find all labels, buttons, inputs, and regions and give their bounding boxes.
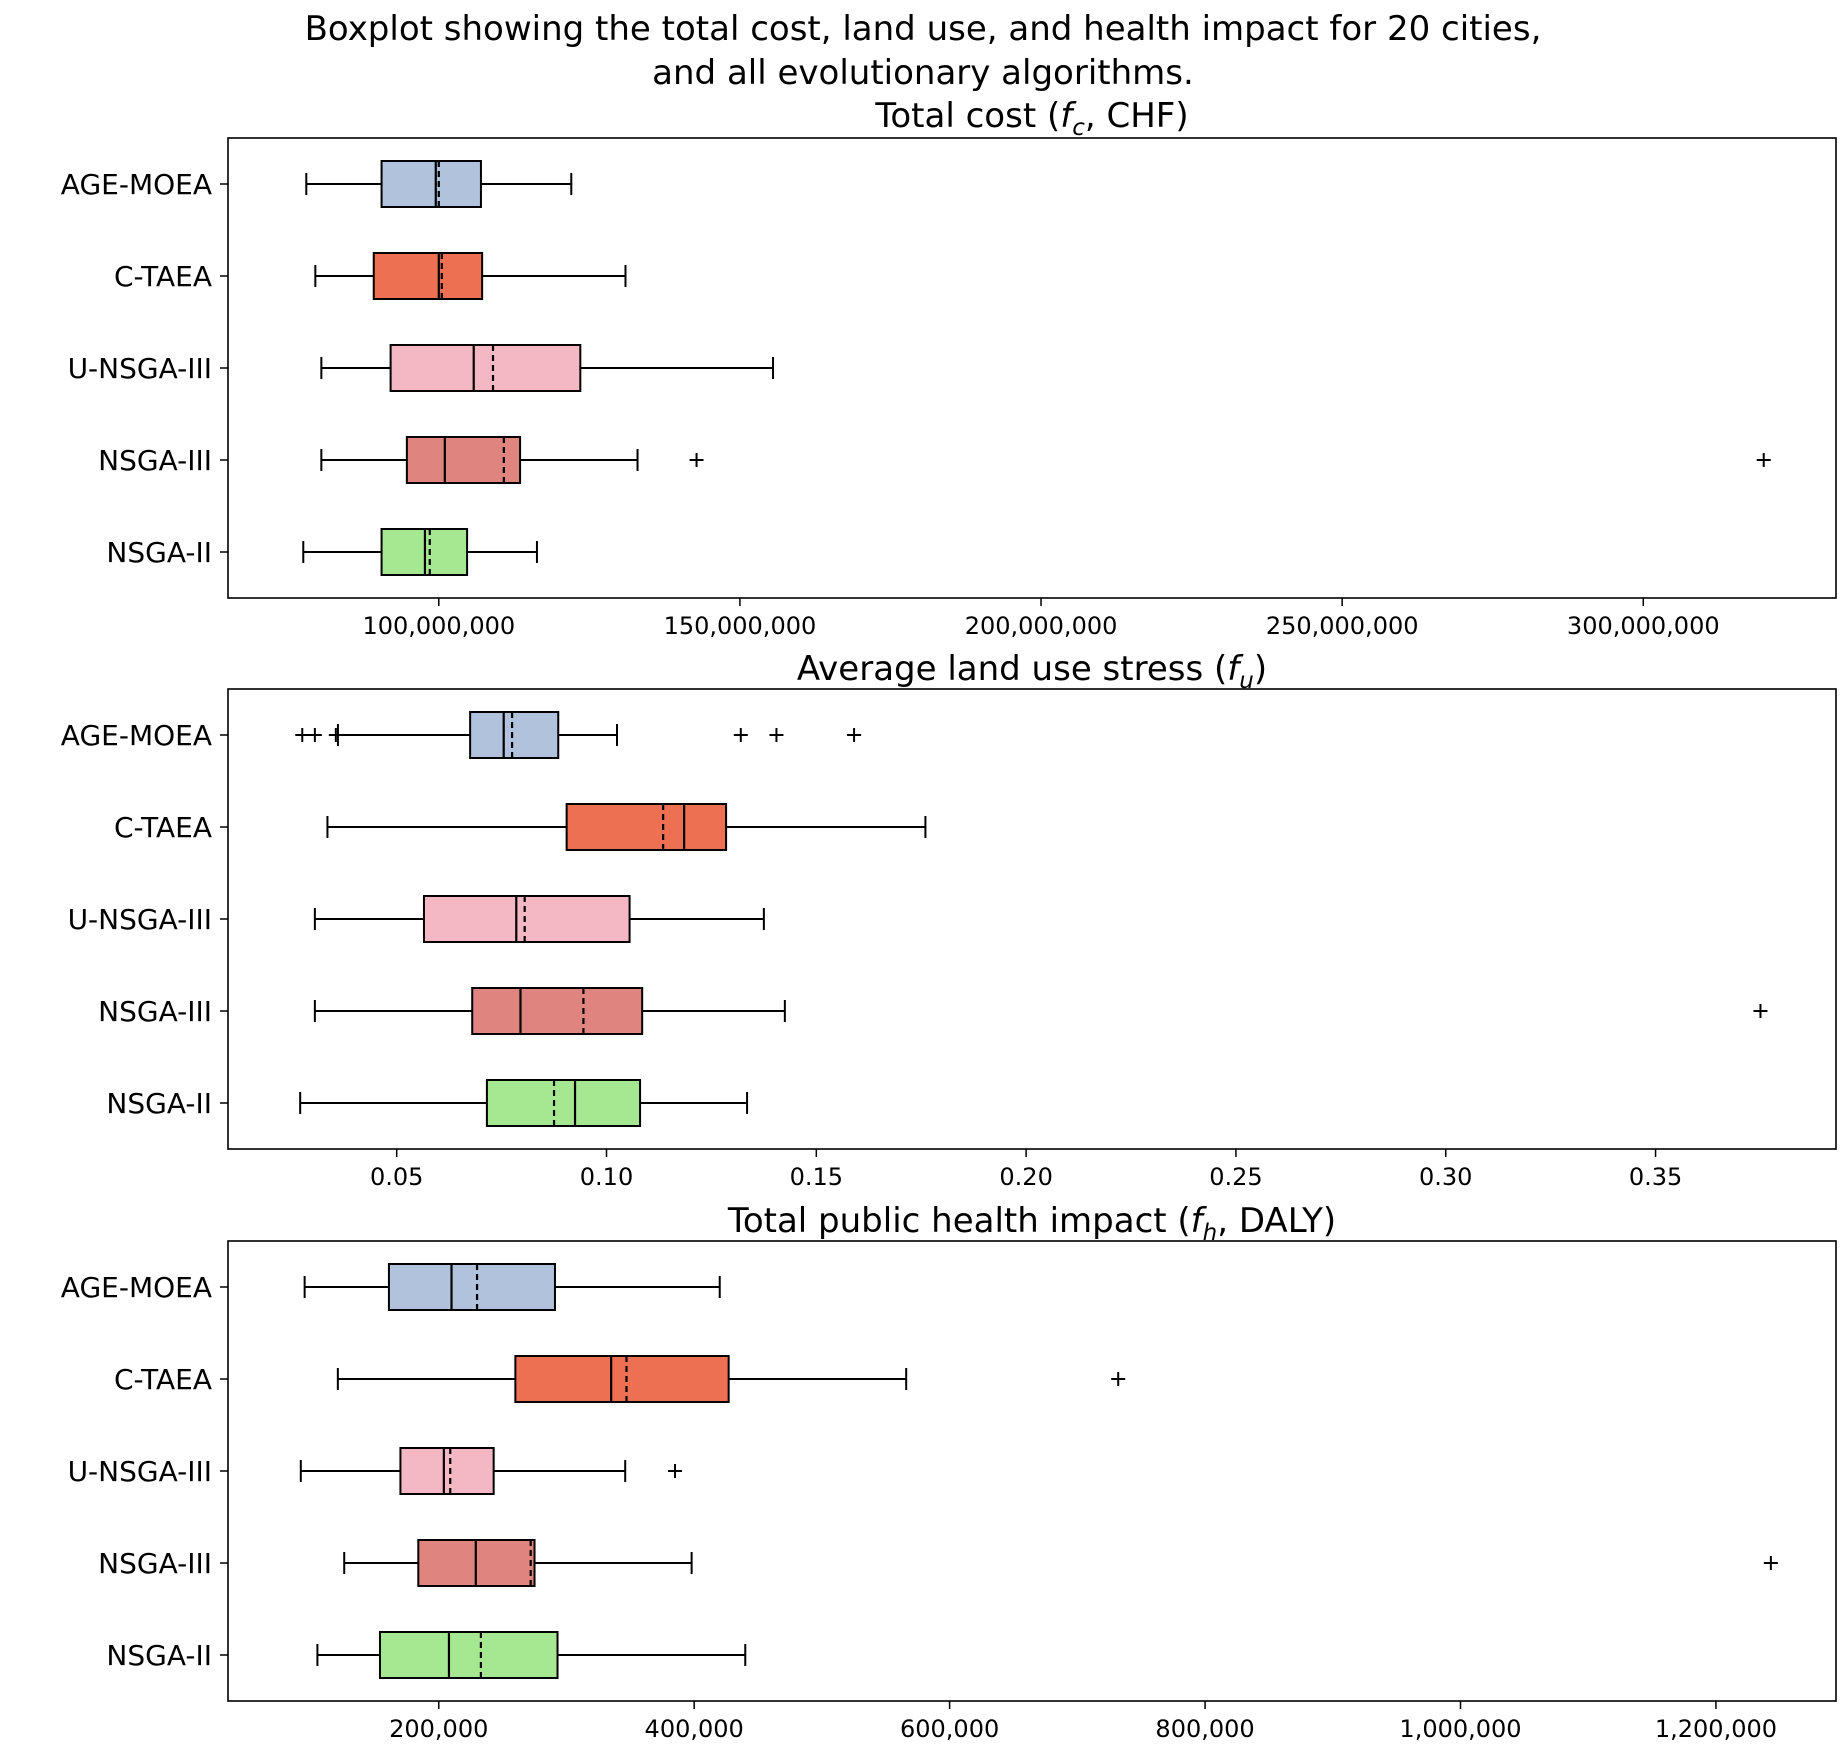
box-c-taea: C-TAEA <box>114 252 627 300</box>
x-tick-label: 300,000,000 <box>1567 612 1720 640</box>
y-tick-label: U-NSGA-III <box>68 903 212 936</box>
y-tick-label: C-TAEA <box>114 811 212 844</box>
y-tick-label: U-NSGA-III <box>68 352 212 385</box>
box-nsga-ii: NSGA-II <box>106 1079 749 1127</box>
box-c-taea: C-TAEA <box>114 1355 1126 1403</box>
box-c-taea: C-TAEA <box>114 803 927 851</box>
iqr-box <box>471 987 644 1035</box>
box-nsga-iii: NSGA-III <box>98 436 1771 484</box>
outlier-marker <box>689 453 704 467</box>
x-tick-label: 100,000,000 <box>362 612 515 640</box>
x-tick-label: 0.10 <box>580 1163 633 1191</box>
outlier-marker <box>307 728 322 742</box>
panel-title: Total cost (fc, CHF) <box>874 96 1188 141</box>
box-nsga-ii: NSGA-II <box>106 1631 747 1679</box>
x-tick-label: 200,000 <box>389 1715 488 1743</box>
outlier-marker <box>1753 1004 1768 1018</box>
x-tick-label: 0.30 <box>1419 1163 1472 1191</box>
chart-panel-2: Average land use stress (fu) 0.05 0.10 0.15… <box>61 649 1837 1191</box>
x-tick-label: 0.35 <box>1629 1163 1682 1191</box>
y-tick-label: NSGA-II <box>106 1087 212 1120</box>
x-tick-label: 250,000,000 <box>1266 612 1419 640</box>
panel-title: Average land use stress (fu) <box>797 649 1267 694</box>
x-tick-label: 0.05 <box>370 1163 423 1191</box>
x-tick-label: 0.15 <box>790 1163 843 1191</box>
iqr-box <box>378 1631 559 1679</box>
x-tick-label: 1,200,000 <box>1655 1715 1777 1743</box>
y-tick-label: NSGA-II <box>106 536 212 569</box>
box-age-moea: AGE-MOEA <box>61 1263 721 1311</box>
x-tick-label: 800,000 <box>1155 1715 1254 1743</box>
iqr-box <box>380 160 482 208</box>
outlier-marker <box>1756 453 1771 467</box>
iqr-box <box>565 803 728 851</box>
x-tick-label: 0.25 <box>1209 1163 1262 1191</box>
outlier-marker <box>733 728 748 742</box>
box-age-moea: AGE-MOEA <box>61 160 573 208</box>
chart-panel-1: Total cost (fc, CHF) 100,000,000 150,000,0… <box>61 96 1837 640</box>
y-tick-label: U-NSGA-III <box>68 1455 212 1488</box>
outlier-marker <box>295 728 310 742</box>
x-tick-label: 600,000 <box>900 1715 999 1743</box>
y-tick-label: C-TAEA <box>114 1363 212 1396</box>
iqr-box <box>372 252 484 300</box>
y-tick-label: AGE-MOEA <box>61 1271 212 1304</box>
box-nsga-ii: NSGA-II <box>106 528 538 576</box>
iqr-box <box>387 1263 556 1311</box>
y-tick-label: AGE-MOEA <box>61 168 212 201</box>
x-tick-label: 200,000,000 <box>965 612 1118 640</box>
y-tick-label: AGE-MOEA <box>61 719 212 752</box>
box-age-moea: AGE-MOEA <box>61 711 862 759</box>
outlier-marker <box>668 1464 683 1478</box>
box-u-nsga-iii: U-NSGA-III <box>68 344 775 392</box>
iqr-box <box>485 1079 642 1127</box>
outlier-marker <box>328 728 343 742</box>
chart-panel-3: Total public health impact (fh, DALY) 200… <box>61 1201 1837 1743</box>
x-tick-label: 400,000 <box>645 1715 744 1743</box>
outlier-marker <box>1111 1372 1126 1386</box>
x-tick-label: 150,000,000 <box>664 612 817 640</box>
iqr-box <box>514 1355 730 1403</box>
iqr-box <box>399 1447 495 1495</box>
y-tick-label: NSGA-II <box>106 1639 212 1672</box>
x-tick-label: 0.20 <box>999 1163 1052 1191</box>
box-nsga-iii: NSGA-III <box>98 1539 1778 1587</box>
box-nsga-iii: NSGA-III <box>98 987 1768 1035</box>
y-tick-label: NSGA-III <box>98 995 212 1028</box>
panel-title: Total public health impact (fh, DALY) <box>727 1201 1336 1246</box>
iqr-box <box>389 344 582 392</box>
figure-title-line-2: and all evolutionary algorithms. <box>652 53 1194 93</box>
outlier-marker <box>1763 1556 1778 1570</box>
outlier-marker <box>769 728 784 742</box>
iqr-box <box>469 711 560 759</box>
outlier-marker <box>847 728 862 742</box>
iqr-box <box>422 895 631 943</box>
y-tick-label: NSGA-III <box>98 1547 212 1580</box>
x-tick-label: 1,000,000 <box>1399 1715 1521 1743</box>
y-tick-label: C-TAEA <box>114 260 212 293</box>
figure-title-line-1: Boxplot showing the total cost, land use… <box>305 9 1542 49</box>
box-u-nsga-iii: U-NSGA-III <box>68 895 765 943</box>
chart-panels: Total cost (fc, CHF) 100,000,000 150,000,0… <box>61 96 1837 1743</box>
box-u-nsga-iii: U-NSGA-III <box>68 1447 683 1495</box>
y-tick-label: NSGA-III <box>98 444 212 477</box>
iqr-box <box>405 436 522 484</box>
